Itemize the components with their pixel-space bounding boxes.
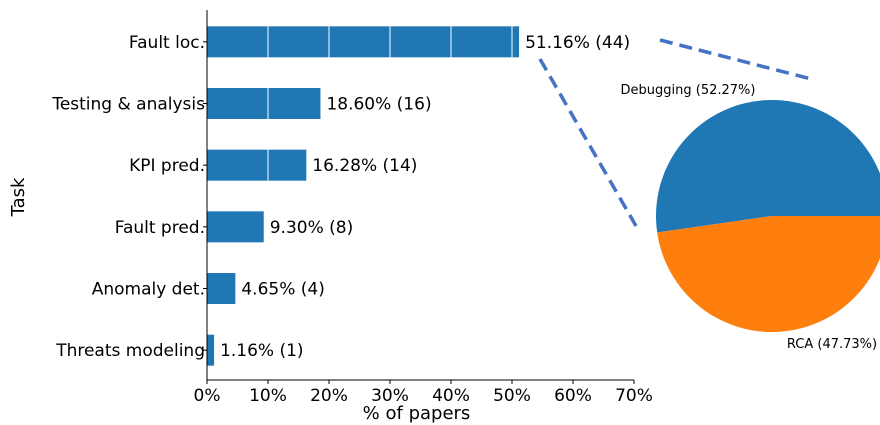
x-tick-label: 20% bbox=[310, 386, 348, 406]
category-label: Testing & analysis bbox=[51, 95, 205, 115]
category-label: KPI pred. bbox=[129, 156, 205, 176]
category-label: Fault pred. bbox=[115, 218, 205, 238]
bar-chart: 51.16% (44) 18.60% (16) 16.28% (14) 9.30% (… bbox=[8, 10, 653, 424]
pie-slices bbox=[656, 100, 880, 332]
bar bbox=[207, 88, 321, 119]
x-tick-label: 50% bbox=[493, 386, 531, 406]
x-axis-ticks: 0% 10% 20% 30% 40% 50% 60% 70% bbox=[194, 380, 653, 406]
y-axis-title: Task bbox=[8, 177, 29, 217]
bar bbox=[207, 273, 236, 304]
pie-slice-label: Debugging (52.27%) bbox=[621, 83, 756, 98]
bar bbox=[207, 334, 215, 366]
bar-data-labels: 51.16% (44) 18.60% (16) 16.28% (14) 9.30% (… bbox=[220, 33, 630, 361]
x-tick-label: 0% bbox=[194, 386, 221, 406]
bar-data-label: 51.16% (44) bbox=[525, 33, 630, 53]
bars bbox=[207, 26, 520, 366]
bar-data-label: 1.16% (1) bbox=[220, 341, 303, 361]
bar bbox=[207, 26, 520, 58]
x-tick-label: 40% bbox=[432, 386, 470, 406]
bar-data-label: 16.28% (14) bbox=[312, 156, 417, 176]
bar-data-label: 18.60% (16) bbox=[326, 95, 431, 115]
bar-data-label: 9.30% (8) bbox=[270, 218, 354, 238]
category-label: Fault loc. bbox=[129, 33, 205, 53]
x-tick-label: 10% bbox=[249, 386, 287, 406]
connector-line bbox=[659, 38, 816, 82]
pie-slice-label: RCA (47.73%) bbox=[787, 337, 877, 352]
bar bbox=[207, 211, 264, 243]
category-label: Anomaly det. bbox=[92, 280, 205, 300]
pie-slice bbox=[657, 216, 880, 332]
category-label: Threats modeling bbox=[55, 341, 205, 361]
pie-labels: Debugging (52.27%) RCA (47.73%) bbox=[621, 83, 878, 352]
bar-data-label: 4.65% (4) bbox=[241, 280, 324, 300]
x-tick-label: 60% bbox=[554, 386, 592, 406]
category-labels: Fault loc. Testing & analysis KPI pred. Fau… bbox=[51, 33, 207, 361]
pie-connector-lines bbox=[538, 38, 816, 227]
x-axis-title: % of papers bbox=[363, 403, 471, 424]
bar bbox=[207, 149, 307, 181]
connector-line bbox=[538, 58, 638, 227]
pie-slice bbox=[656, 100, 880, 233]
pie-chart: Debugging (52.27%) RCA (47.73%) bbox=[621, 83, 880, 352]
x-tick-label: 70% bbox=[615, 386, 653, 406]
x-tick-label: 30% bbox=[371, 386, 409, 406]
